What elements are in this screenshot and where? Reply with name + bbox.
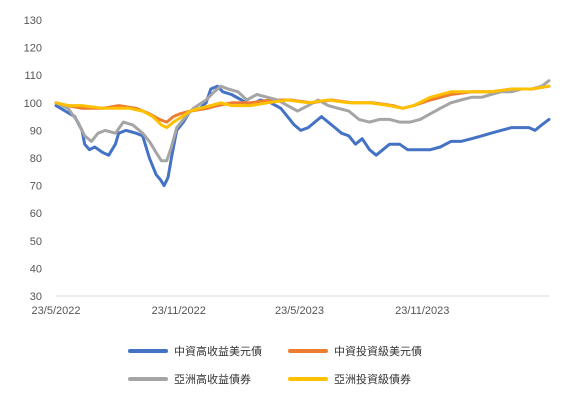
x-tick-label: 23/5/2023 xyxy=(275,305,324,317)
legend-label-asia-hy: 亞洲高收益債券 xyxy=(174,374,251,386)
series-line-cn-hy xyxy=(54,84,551,188)
legend-label-cn-ig: 中資投資級美元債 xyxy=(334,346,422,358)
legend-item-cn-ig: 中資投資級美元債 xyxy=(288,342,422,360)
legend: 中資高收益美元債 中資投資級美元債 亞洲高收益債券 亞洲投資級債券 xyxy=(0,334,570,394)
y-tick-label: 50 xyxy=(30,236,42,248)
legend-item-asia-ig: 亞洲投資級債券 xyxy=(288,370,411,388)
y-tick-label: 60 xyxy=(30,208,42,220)
legend-label-cn-hy: 中資高收益美元債 xyxy=(174,346,262,358)
legend-swatch-cn-hy xyxy=(128,349,168,353)
line-chart: 30 40 50 60 70 80 90 100 110 120 130 23/5/2022 23/1… xyxy=(24,15,551,317)
y-tick-label: 80 xyxy=(30,153,42,165)
y-tick-label: 120 xyxy=(24,43,42,55)
x-axis-tick-labels: 23/5/2022 23/11/2022 23/5/2023 23/11/2023 xyxy=(32,305,450,317)
x-tick-label: 23/5/2022 xyxy=(32,305,81,317)
x-tick-label: 23/11/2022 xyxy=(152,305,206,317)
y-tick-label: 90 xyxy=(30,125,42,137)
legend-swatch-asia-ig xyxy=(288,377,328,381)
legend-label-asia-ig: 亞洲投資級債券 xyxy=(334,374,411,386)
legend-item-cn-hy: 中資高收益美元債 xyxy=(128,342,262,360)
y-axis-tick-labels: 30 40 50 60 70 80 90 100 110 120 130 xyxy=(24,15,42,303)
x-tick-label: 23/11/2023 xyxy=(395,305,449,317)
y-tick-label: 70 xyxy=(30,181,42,193)
series-lines xyxy=(54,79,551,188)
legend-item-asia-hy: 亞洲高收益債券 xyxy=(128,370,251,388)
legend-swatch-cn-ig xyxy=(288,349,328,353)
series-line-asia-ig xyxy=(54,84,551,130)
y-tick-label: 130 xyxy=(24,15,42,27)
legend-swatch-asia-hy xyxy=(128,377,168,381)
y-tick-label: 100 xyxy=(24,98,42,110)
y-tick-label: 30 xyxy=(30,291,42,303)
y-tick-label: 110 xyxy=(24,70,42,82)
y-tick-label: 40 xyxy=(30,263,42,275)
